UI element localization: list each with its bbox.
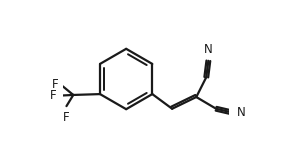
Text: F: F [50, 89, 56, 102]
Text: F: F [63, 111, 70, 124]
Text: N: N [237, 106, 246, 119]
Text: N: N [204, 43, 213, 56]
Text: F: F [52, 78, 59, 91]
